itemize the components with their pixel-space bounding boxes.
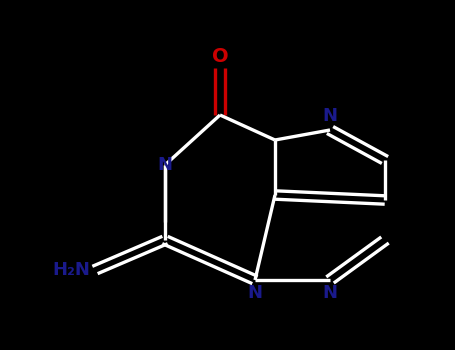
Text: O: O (212, 47, 228, 66)
Text: H₂N: H₂N (53, 261, 91, 279)
Text: N: N (323, 284, 338, 301)
Text: N: N (157, 156, 172, 174)
Text: N: N (323, 107, 338, 125)
Text: N: N (248, 284, 263, 301)
